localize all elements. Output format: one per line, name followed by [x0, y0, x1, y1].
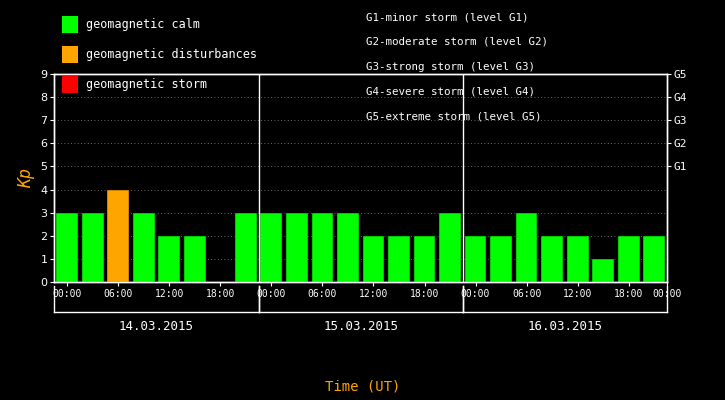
Bar: [567, 236, 589, 282]
Bar: [107, 190, 129, 282]
Text: geomagnetic disturbances: geomagnetic disturbances: [86, 48, 257, 61]
Bar: [465, 236, 486, 282]
Bar: [133, 213, 154, 282]
Text: G3-strong storm (level G3): G3-strong storm (level G3): [366, 62, 535, 72]
Bar: [490, 236, 512, 282]
Text: G5-extreme storm (level G5): G5-extreme storm (level G5): [366, 111, 542, 121]
Bar: [235, 213, 257, 282]
Text: 14.03.2015: 14.03.2015: [119, 320, 194, 333]
Bar: [414, 236, 435, 282]
Text: G1-minor storm (level G1): G1-minor storm (level G1): [366, 12, 529, 22]
Bar: [643, 236, 665, 282]
Bar: [515, 213, 537, 282]
Bar: [184, 236, 206, 282]
Bar: [542, 236, 563, 282]
Bar: [57, 213, 78, 282]
Text: Time (UT): Time (UT): [325, 380, 400, 394]
Bar: [337, 213, 359, 282]
Text: G4-severe storm (level G4): G4-severe storm (level G4): [366, 86, 535, 96]
Text: 15.03.2015: 15.03.2015: [323, 320, 398, 333]
Bar: [158, 236, 180, 282]
Text: G2-moderate storm (level G2): G2-moderate storm (level G2): [366, 37, 548, 47]
Bar: [312, 213, 334, 282]
Bar: [618, 236, 639, 282]
Bar: [439, 213, 461, 282]
Bar: [362, 236, 384, 282]
Bar: [82, 213, 104, 282]
Y-axis label: Kp: Kp: [17, 168, 35, 188]
Text: geomagnetic calm: geomagnetic calm: [86, 18, 200, 31]
Bar: [260, 213, 282, 282]
Text: 16.03.2015: 16.03.2015: [527, 320, 602, 333]
Bar: [286, 213, 307, 282]
Text: geomagnetic storm: geomagnetic storm: [86, 78, 207, 91]
Bar: [592, 259, 614, 282]
Bar: [388, 236, 410, 282]
